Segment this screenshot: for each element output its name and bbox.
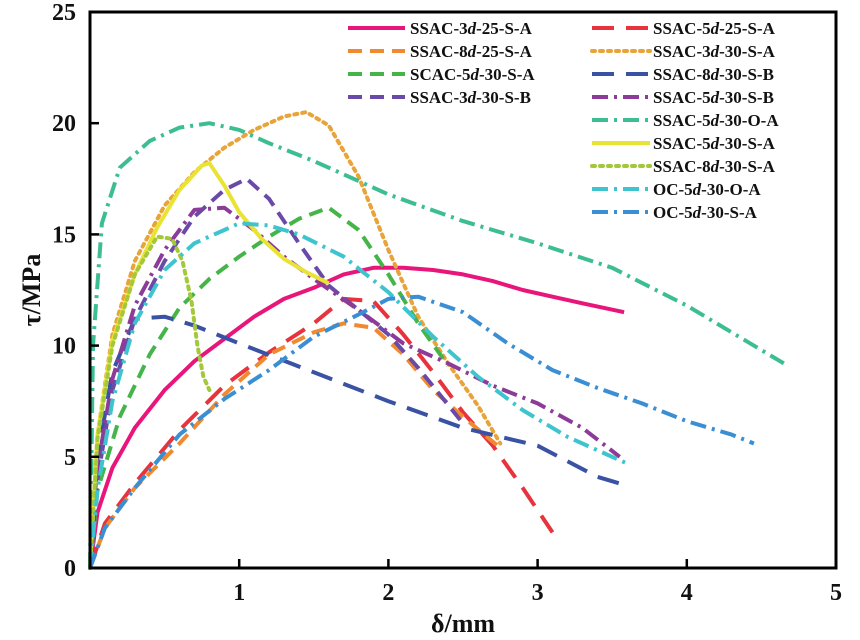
x-tick-label: 4 — [681, 580, 693, 606]
legend-entry: SSAC-3d-30-S-B — [410, 88, 531, 107]
x-tick-label: 2 — [382, 580, 394, 606]
y-tick-label: 25 — [52, 0, 76, 26]
y-tick-label: 15 — [52, 222, 76, 248]
y-tick-label: 10 — [52, 334, 76, 360]
y-tick-label: 0 — [64, 556, 76, 582]
series-line-OC-5d-30-S-A — [88, 294, 755, 569]
series-line-SSAC-5d-30-O-A — [88, 121, 785, 569]
series-line-SSAC-8d-30-S-B — [88, 314, 621, 569]
x-tick-label: 5 — [830, 580, 842, 606]
series-line-OC-5d-30-O-A — [88, 221, 628, 569]
legend-entry: OC-5d-30-O-A — [653, 180, 761, 199]
y-tick-label: 5 — [64, 445, 76, 471]
x-axis-label: δ/mm — [431, 609, 495, 638]
x-tick-label: 1 — [233, 580, 245, 606]
series-line-SSAC-8d-25-S-A — [88, 321, 502, 569]
legend-entry: SSAC-8d-25-S-A — [410, 42, 533, 61]
legend: SSAC-3d-25-S-A SSAC-5d-25-S-A SSAC-8d-25-S… — [348, 19, 779, 222]
y-axis-label: τ/MPa — [17, 254, 46, 327]
legend-entry: SSAC-5d-30-S-B — [653, 88, 774, 107]
x-tick-label: 3 — [532, 580, 544, 606]
plot-frame — [88, 10, 838, 570]
series-layer — [88, 110, 785, 570]
legend-entry: SCAC-5d-30-S-A — [410, 65, 535, 84]
legend-entry: SSAC-8d-30-S-B — [653, 65, 774, 84]
y-tick-label: 20 — [52, 111, 76, 137]
legend-entry: SSAC-8d-30-S-A — [653, 157, 776, 176]
series-line-SCAC-5d-30-S-A — [88, 205, 450, 569]
legend-entry: SSAC-3d-30-S-A — [653, 42, 776, 61]
series-line-SSAC-8d-30-S-A — [88, 234, 212, 570]
legend-entry: SSAC-5d-25-S-A — [653, 19, 776, 38]
legend-entry: OC-5d-30-S-A — [653, 203, 758, 222]
legend-entry: SSAC-5d-30-S-A — [653, 134, 776, 153]
legend-entry: SSAC-5d-30-O-A — [653, 111, 779, 130]
legend-entry: SSAC-3d-25-S-A — [410, 19, 533, 38]
ticks-layer: 1 2 3 4 5 0 5 10 15 20 25 — [52, 0, 842, 606]
series-line-SSAC-3d-30-S-B — [88, 176, 465, 569]
